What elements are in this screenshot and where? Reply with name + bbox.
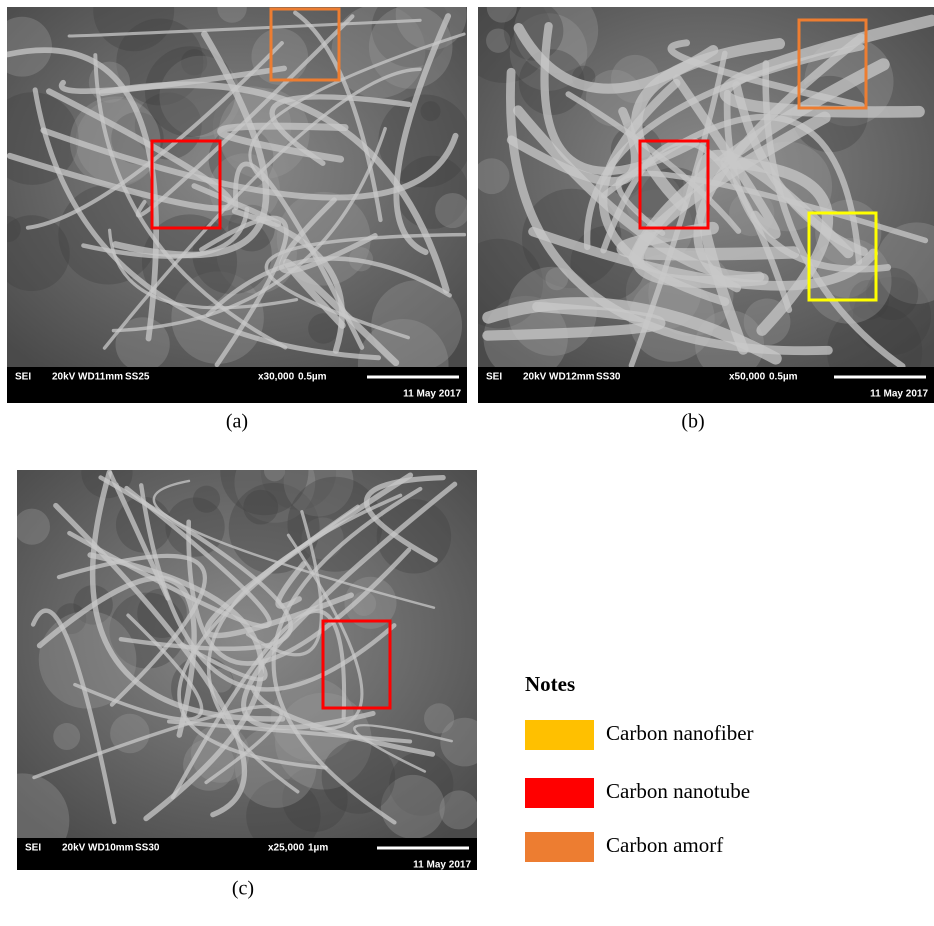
info-text: WD11mm (78, 372, 123, 383)
texture (435, 193, 470, 228)
texture (424, 703, 454, 733)
legend-swatch (525, 720, 594, 750)
texture (474, 158, 510, 194)
sem-image (0, 427, 489, 868)
notes-title: Notes (525, 672, 575, 696)
info-text: 20kV (52, 372, 76, 383)
info-text: x50,000 (729, 372, 766, 383)
texture (243, 490, 278, 525)
info-text: 20kV (62, 843, 86, 854)
info-bar (7, 367, 467, 403)
info-bar (478, 367, 934, 403)
info-text: WD10mm (88, 843, 134, 854)
info-text: x30,000 (258, 372, 295, 383)
legend-label: Carbon amorf (606, 833, 723, 857)
legend-swatch (525, 832, 594, 862)
texture (264, 460, 285, 481)
info-date: 11 May 2017 (870, 389, 928, 400)
texture (439, 790, 478, 829)
info-text: SEI (25, 843, 41, 854)
legend-label: Carbon nanotube (606, 779, 750, 803)
legend-swatch (525, 778, 594, 808)
legend-label: Carbon nanofiber (606, 721, 754, 745)
caption: (a) (226, 411, 248, 433)
caption: (b) (681, 411, 704, 433)
info-text: x25,000 (268, 843, 305, 854)
info-text: 0.5µm (298, 372, 327, 383)
caption: (c) (232, 878, 254, 900)
texture (251, 28, 308, 85)
info-text: 1µm (308, 843, 328, 854)
figure: SEI20kVWD11mmSS25x30,0000.5µm11 May 2017… (0, 0, 934, 926)
texture (53, 723, 80, 750)
sem-image (453, 0, 934, 399)
sem-image (0, 0, 471, 410)
info-date: 11 May 2017 (403, 389, 461, 400)
info-text: SEI (486, 372, 502, 383)
info-date: 11 May 2017 (413, 860, 471, 871)
info-text: 0.5µm (769, 372, 798, 383)
info-text: SS30 (596, 372, 621, 383)
info-bar (17, 838, 477, 870)
info-text: SS30 (135, 843, 160, 854)
info-text: SS25 (125, 372, 150, 383)
info-text: WD12mm (549, 372, 595, 383)
info-text: SEI (15, 372, 31, 383)
texture (14, 509, 50, 545)
info-text: 20kV (523, 372, 547, 383)
